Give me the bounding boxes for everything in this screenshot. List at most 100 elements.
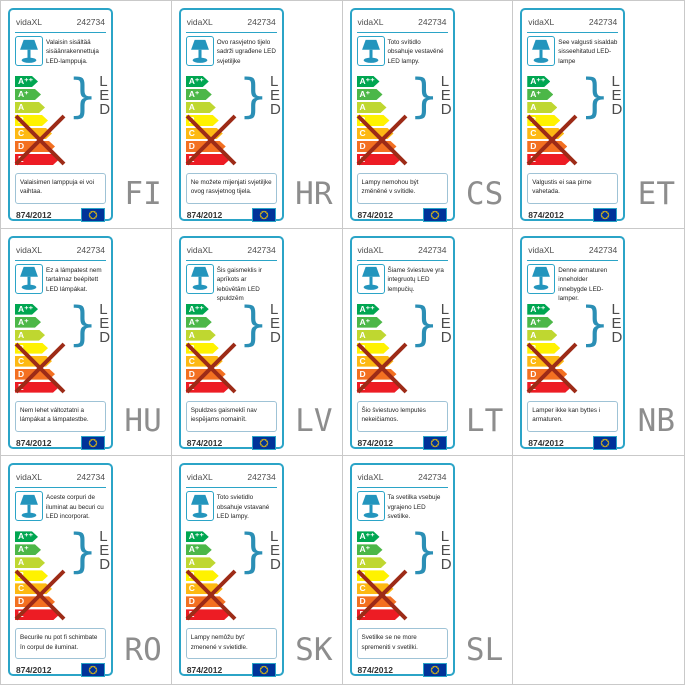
- eu-flag-icon: [81, 435, 105, 450]
- lamp-icon: [356, 36, 385, 66]
- energy-scale: A⁺⁺ A⁺ A B C D E } L E D: [356, 73, 452, 168]
- led-indicator: } L E D: [68, 528, 110, 574]
- lamp-icon: [527, 36, 556, 66]
- lamp-icon: [356, 491, 385, 522]
- led-indicator: } L E D: [68, 73, 110, 119]
- cross-out-icon: [14, 342, 66, 394]
- cross-out-icon: [185, 569, 237, 621]
- energy-arrow-a-plus-plus: A⁺⁺: [357, 531, 380, 542]
- led-letters: L E D: [270, 528, 281, 574]
- led-letter-l: L: [440, 528, 450, 546]
- energy-label: vidaXL 242734 Ez a lámpatest nem tartalm…: [8, 235, 113, 450]
- led-letter-e: E: [99, 314, 110, 332]
- model-number: 242734: [247, 17, 276, 27]
- led-letter-l: L: [611, 73, 620, 90]
- energy-arrow-a-plus-plus: A⁺⁺: [186, 531, 209, 542]
- language-code: RO: [124, 632, 162, 668]
- top-description: Ovo rasvjetno tijelo sadrži ugrađene LED…: [216, 39, 276, 65]
- label-footer: 874/2012: [527, 435, 618, 450]
- energy-scale: A⁺⁺ A⁺ A B C D E } L E D: [185, 528, 281, 623]
- led-letters: L E D: [99, 73, 110, 119]
- bottom-note: Šio šviestuvo lemputės nekeičiamos.: [356, 400, 448, 432]
- led-letter-d: D: [270, 101, 281, 118]
- cross-out-icon: [185, 114, 237, 166]
- brand-name: vidaXL: [528, 244, 555, 255]
- energy-arrow-a-plus: A⁺: [186, 544, 212, 555]
- energy-scale: A⁺⁺ A⁺ A B C D E } L E D: [526, 296, 622, 396]
- language-code: SK: [295, 632, 333, 668]
- description-row: Ez a lámpatest nem tartalmaz beépített L…: [15, 263, 106, 295]
- regulation-number: 874/2012: [186, 665, 223, 676]
- led-letter-d: D: [270, 328, 281, 346]
- regulation-number: 874/2012: [16, 437, 52, 448]
- eu-flag-icon: [422, 663, 447, 678]
- led-letter-e: E: [270, 87, 281, 104]
- top-description: Ez a lámpatest nem tartalmaz beépített L…: [46, 266, 102, 293]
- regulation-number: 874/2012: [186, 437, 223, 448]
- energy-arrow-a-plus-plus: A⁺⁺: [357, 76, 380, 87]
- led-letter-e: E: [611, 314, 622, 332]
- led-brace: }: [238, 296, 269, 351]
- description-row: Šis gaismeklis ir aprīkots ar iebūvētām …: [185, 263, 277, 302]
- lamp-icon: [15, 263, 43, 294]
- led-letters: L E D: [270, 73, 281, 119]
- energy-arrow-a-plus-plus: A⁺⁺: [186, 76, 209, 87]
- header-divider: [356, 259, 448, 261]
- label-footer: 874/2012: [186, 435, 277, 450]
- energy-arrow-a: A: [186, 330, 216, 341]
- language-code: SL: [465, 632, 504, 668]
- energy-arrow-a-plus: A⁺: [15, 89, 41, 100]
- brand-name: vidaXL: [357, 17, 384, 27]
- label-footer: 874/2012: [15, 663, 106, 678]
- lamp-icon: [527, 263, 556, 294]
- header-divider: [15, 259, 106, 261]
- label-header: vidaXL 242734: [527, 17, 618, 27]
- model-number: 242734: [76, 17, 105, 27]
- eu-flag-icon: [81, 663, 105, 678]
- led-letter-l: L: [99, 300, 108, 318]
- language-code: LT: [465, 403, 504, 440]
- energy-arrow-a: A: [357, 557, 387, 568]
- regulation-number: 874/2012: [357, 210, 393, 220]
- regulation-number: 874/2012: [528, 210, 564, 220]
- top-description: Toto svietidlo obsahuje vstavané LED lam…: [216, 494, 270, 521]
- eu-flag-icon: [593, 435, 618, 450]
- led-letter-e: E: [270, 314, 281, 332]
- led-letter-e: E: [440, 542, 451, 560]
- model-number: 242734: [418, 472, 447, 483]
- energy-label-cell: vidaXL 242734 Aceste corpuri de iluminat…: [1, 456, 172, 684]
- energy-arrow-a: A: [357, 330, 387, 341]
- energy-label-cell: vidaXL 242734 Šis gaismeklis ir aprīkots…: [171, 228, 343, 457]
- led-letter-l: L: [440, 300, 450, 318]
- regulation-number: 874/2012: [186, 210, 223, 220]
- cross-out-icon: [526, 342, 578, 394]
- cross-out-icon: [356, 114, 407, 166]
- led-letter-d: D: [270, 556, 281, 574]
- language-code: CS: [465, 175, 504, 212]
- header-divider: [15, 487, 106, 489]
- cross-out-icon: [14, 569, 66, 621]
- top-description: Denne armaturen inneholder innebygde LED…: [558, 266, 608, 302]
- header-divider: [527, 259, 619, 261]
- led-indicator: } L E D: [239, 301, 281, 347]
- model-number: 242734: [247, 244, 276, 255]
- top-description: Aceste corpuri de iluminat au becuri cu …: [46, 494, 104, 521]
- model-number: 242734: [76, 472, 105, 483]
- led-brace: }: [238, 69, 269, 123]
- header-divider: [185, 32, 277, 33]
- label-header: vidaXL 242734: [357, 17, 448, 27]
- energy-label: vidaXL 242734 Toto svítidlo obsahuje ves…: [349, 8, 455, 222]
- label-header: vidaXL 242734: [15, 245, 106, 255]
- lamp-icon: [356, 263, 385, 294]
- bottom-note: Lampy nemôžu byť zmenené v svietidle.: [185, 628, 277, 660]
- led-brace: }: [68, 296, 98, 351]
- led-indicator: } L E D: [410, 301, 452, 347]
- energy-arrow-a: A: [15, 102, 45, 113]
- cross-out-icon: [526, 114, 578, 166]
- led-indicator: } L E D: [410, 528, 452, 574]
- language-code: HR: [295, 175, 333, 212]
- top-description: Valaisin sisältää sisäänrakennettuja LED…: [46, 39, 99, 65]
- energy-arrow-a-plus: A⁺: [15, 544, 41, 555]
- led-brace: }: [580, 296, 610, 351]
